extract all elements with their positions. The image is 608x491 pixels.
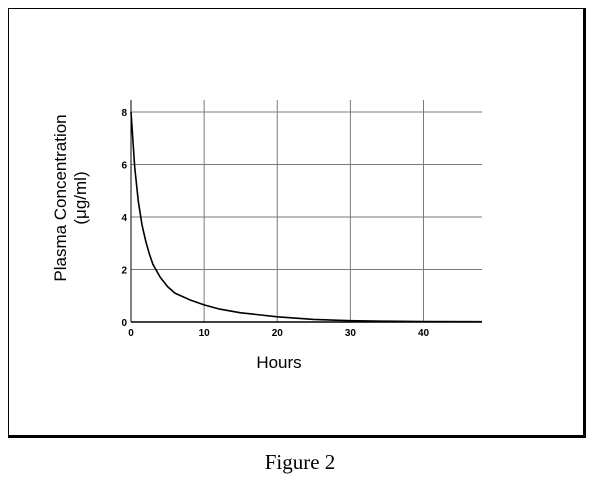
y-tick-label-3: 6: [121, 161, 127, 172]
figure-caption: Figure 2: [264, 450, 336, 474]
x-tick-label-0: 0: [128, 328, 134, 339]
axes: [130, 100, 482, 323]
x-axis-label: Hours: [256, 353, 301, 372]
figure-frame: [8, 8, 586, 438]
y-axis-label: Plasma Concentration: [51, 114, 70, 281]
x-tick-label-3: 30: [345, 328, 357, 339]
tick-labels: 0 10 20 30 40 0 2 4 6 8: [121, 108, 429, 339]
y-axis-unit-label: (μg/ml): [71, 171, 90, 224]
y-tick-label-2: 4: [121, 213, 127, 224]
grid: [131, 100, 482, 322]
series: [130, 111, 483, 323]
y-tick-label-4: 8: [121, 108, 127, 119]
x-tick-label-4: 40: [418, 328, 430, 339]
x-tick-label-2: 20: [272, 328, 284, 339]
y-tick-label-0: 0: [121, 318, 127, 329]
series-line-0: [130, 111, 483, 323]
y-tick-label-1: 2: [121, 266, 127, 277]
x-tick-label-1: 10: [199, 328, 211, 339]
